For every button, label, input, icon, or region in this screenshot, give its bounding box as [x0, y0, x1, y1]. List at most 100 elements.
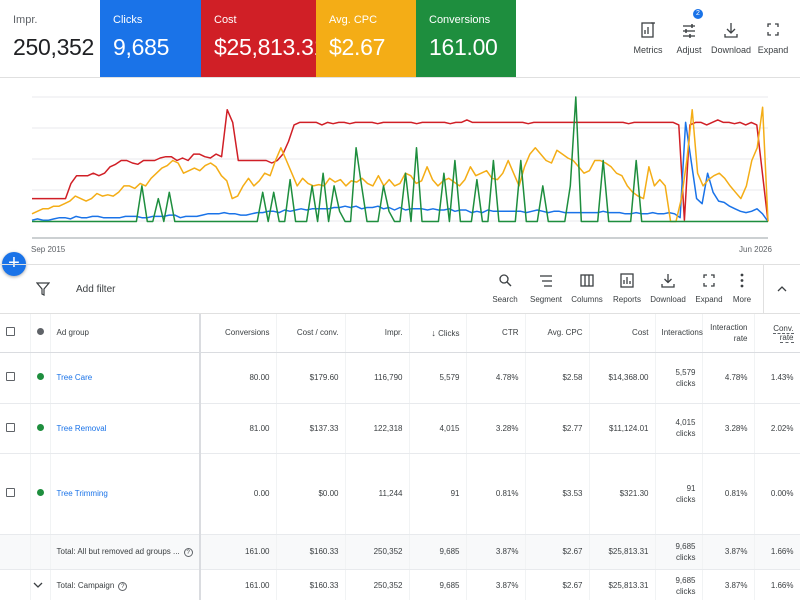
scorecard-avg-cpc[interactable]: Avg. CPC $2.67: [316, 0, 416, 77]
more-button[interactable]: More: [722, 271, 762, 304]
expand-button-top[interactable]: Expand: [751, 20, 795, 55]
scorecard-label: Impr.: [13, 14, 38, 26]
ad-group-link[interactable]: Tree Removal: [56, 423, 107, 433]
fullscreen-icon: [767, 23, 779, 36]
scorecard-label: Conversions: [429, 14, 491, 26]
select-all-cell[interactable]: [0, 314, 31, 353]
more-vert-icon: [740, 273, 744, 288]
cell-interactions: 4,015 clicks: [655, 403, 703, 454]
cell-avg-cpc: $2.58: [525, 352, 590, 404]
add-filter-button[interactable]: Add filter: [76, 284, 116, 295]
expand-label: Expand: [757, 45, 789, 55]
ad-group-name-cell: Tree Care: [50, 352, 201, 404]
ad-group-link[interactable]: Tree Care: [56, 373, 93, 382]
chevron-up-icon[interactable]: [776, 283, 788, 295]
table-row[interactable]: Tree Trimming 0.00 $0.00 11,244 91 0.81%…: [0, 453, 800, 535]
scorecard-cost[interactable]: Cost $25,813.31: [201, 0, 327, 77]
header-label: Cost / conv.: [296, 328, 339, 338]
cell-cost-per-conv: $160.33: [276, 569, 346, 600]
search-button[interactable]: Search: [485, 271, 525, 304]
help-icon[interactable]: ?: [118, 581, 128, 591]
total-label: Total: Campaign: [56, 580, 115, 590]
cell-ctr: 0.81%: [466, 453, 526, 535]
expand-cell[interactable]: [0, 569, 43, 600]
row-status-cell[interactable]: [30, 352, 51, 404]
cell-ctr: 3.28%: [466, 403, 526, 454]
cell-impressions: 250,352: [345, 569, 410, 600]
table-row[interactable]: Tree Care 80.00 $179.60 116,790 5,579 4.…: [0, 352, 800, 404]
ad-group-link[interactable]: Tree Trimming: [56, 489, 108, 498]
header-label: Impr.: [384, 328, 403, 338]
metrics-button[interactable]: Metrics: [626, 20, 670, 55]
cell-interaction-rate: 3.87%: [702, 569, 755, 600]
header-conversions[interactable]: Conversions: [200, 314, 277, 353]
ad-group-name-cell: Tree Trimming: [50, 453, 201, 535]
row-select-cell[interactable]: [0, 453, 31, 535]
header-impressions[interactable]: Impr.: [345, 314, 410, 353]
header-conv-rate[interactable]: Conv. rate: [754, 314, 800, 353]
row-select-cell[interactable]: [0, 352, 31, 404]
scorecard-impressions[interactable]: Impr. 250,352: [0, 0, 100, 77]
cell-conv-rate: 1.66%: [754, 534, 800, 570]
header-clicks[interactable]: ↓ Clicks: [409, 314, 467, 353]
cell-interaction-rate: 0.81%: [702, 453, 755, 535]
header-interactions[interactable]: Interactions: [655, 314, 703, 353]
segment-button[interactable]: Segment: [526, 271, 566, 304]
cell-impressions: 116,790: [345, 352, 410, 404]
reports-button[interactable]: Reports: [607, 271, 647, 304]
row-status-cell[interactable]: [30, 453, 51, 535]
header-cost-per-conv[interactable]: Cost / conv.: [276, 314, 346, 353]
total-label-cell: Total: Campaign?: [50, 569, 201, 600]
header-ctr[interactable]: CTR: [466, 314, 526, 353]
scorecard-value: $25,813.31: [214, 34, 327, 60]
interactions-value: 9,685: [675, 575, 696, 585]
cell-interactions: 91 clicks: [655, 453, 703, 535]
cell-conv-rate: 2.02%: [754, 403, 800, 454]
cell-avg-cpc: $2.67: [525, 534, 590, 570]
interactions-value: 91: [686, 483, 696, 493]
header-cost[interactable]: Cost: [589, 314, 656, 353]
scorecard-conversions[interactable]: Conversions 161.00: [416, 0, 516, 77]
sort-down-arrow-icon: ↓: [431, 327, 436, 338]
cell-conv-rate: 1.43%: [754, 352, 800, 404]
chevron-down-icon[interactable]: [32, 580, 44, 590]
scorecard-value: 250,352: [13, 34, 95, 60]
cell-clicks: 91: [409, 453, 467, 535]
row-checkbox[interactable]: [6, 488, 15, 497]
series-line-3: [32, 96, 768, 223]
cell-interactions: 9,685 clicks: [655, 569, 703, 600]
scorecard-clicks[interactable]: Clicks 9,685: [100, 0, 201, 77]
download-icon: [724, 23, 738, 38]
select-all-checkbox[interactable]: [6, 327, 15, 337]
empty-cell: [0, 534, 31, 570]
cell-interaction-rate: 3.87%: [702, 534, 755, 570]
cell-conversions: 81.00: [200, 403, 277, 454]
search-icon: [499, 274, 512, 287]
interactions-unit: clicks: [675, 494, 696, 504]
header-label: CTR: [502, 328, 519, 338]
download-button-top[interactable]: Download: [709, 20, 753, 55]
download-button[interactable]: Download: [648, 271, 688, 304]
segment-label: Segment: [529, 295, 563, 304]
series-line-2: [31, 106, 769, 223]
help-icon[interactable]: ?: [183, 547, 193, 557]
series-line-1: [31, 121, 769, 222]
header-ad-group[interactable]: Ad group: [50, 314, 201, 353]
filter-icon[interactable]: [36, 282, 50, 296]
expand-button[interactable]: Expand: [689, 271, 729, 304]
status-enabled-icon: [36, 423, 44, 431]
more-label: More: [732, 295, 752, 304]
header-avg-cpc[interactable]: Avg. CPC: [525, 314, 590, 353]
row-checkbox[interactable]: [6, 372, 15, 381]
columns-button[interactable]: Columns: [567, 271, 607, 304]
row-select-cell[interactable]: [0, 403, 31, 454]
chart-series: [31, 96, 769, 223]
row-checkbox[interactable]: [6, 422, 15, 432]
cell-cost-per-conv: $0.00: [276, 453, 346, 535]
header-interaction-rate[interactable]: Interaction rate: [702, 314, 755, 353]
adjust-button[interactable]: Adjust: [667, 20, 711, 55]
row-status-cell[interactable]: [30, 403, 51, 454]
status-dot-icon: [36, 328, 44, 336]
table-row[interactable]: Tree Removal 81.00 $137.33 122,318 4,015…: [0, 403, 800, 454]
ad-groups-table: Ad group Conversions Cost / conv. Impr. …: [0, 314, 800, 600]
